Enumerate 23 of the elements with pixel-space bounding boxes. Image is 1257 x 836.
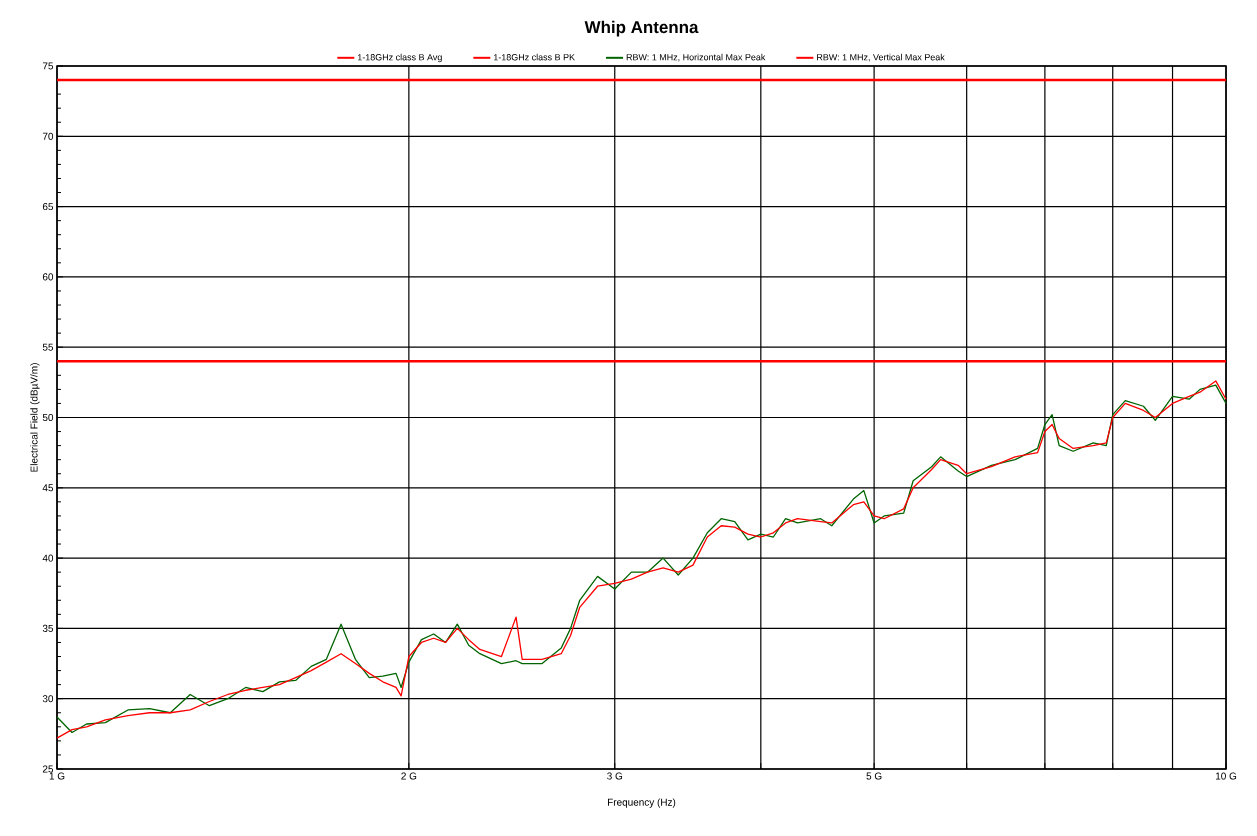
x-axis-title: Frequency (Hz) (608, 798, 676, 808)
legend-label: 1-18GHz class B PK (494, 53, 575, 61)
y-tick-label: 25 (42, 765, 54, 773)
y-tick-label: 30 (42, 695, 54, 703)
x-tick-label: 10 G (1215, 772, 1237, 780)
y-tick-label: 55 (42, 343, 54, 351)
y-tick-label: 45 (42, 484, 54, 492)
legend-label: 1-18GHz class B Avg (357, 53, 442, 63)
legend-label: RBW: 1 MHz, Horizontal Max Peak (626, 53, 766, 62)
y-tick-label: 35 (42, 624, 54, 632)
y-tick-label: 70 (42, 132, 54, 140)
chart-title: Whip Antenna (584, 20, 699, 37)
x-tick-label: 3 G (607, 772, 623, 780)
x-tick-label: 2 G (401, 772, 417, 780)
y-tick-label: 75 (42, 62, 54, 70)
x-tick-label: 5 G (866, 772, 882, 780)
y-tick-label: 65 (42, 203, 54, 211)
y-tick-label: 60 (42, 273, 54, 281)
legend-label: RBW: 1 MHz, Vertical Max Peak (817, 53, 945, 62)
x-tick-label: 1 G (49, 772, 65, 780)
y-tick-label: 40 (42, 554, 54, 562)
y-axis-title: Electrical Field (dBµV/m) (30, 363, 40, 472)
y-tick-label: 50 (42, 413, 54, 422)
